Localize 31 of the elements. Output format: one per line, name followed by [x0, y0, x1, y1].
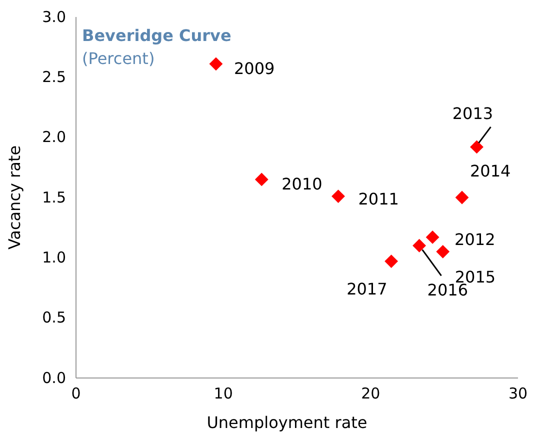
- x-tick-label: 30: [508, 384, 528, 403]
- point: [470, 140, 484, 154]
- point: [332, 190, 345, 204]
- y-tick-label: 1.5: [42, 188, 66, 206]
- y-tick-label: 2.5: [42, 68, 66, 86]
- point: [412, 238, 426, 252]
- y-tick-label: 3.0: [42, 8, 66, 26]
- y-tick-label: 0.5: [42, 308, 66, 327]
- point: [254, 172, 268, 186]
- point: [209, 57, 223, 71]
- annotation: 2013: [452, 104, 494, 123]
- point: [426, 230, 440, 244]
- annotation: 2009: [234, 58, 275, 78]
- point: [384, 254, 398, 268]
- text: Beveridge Curve: [82, 26, 232, 45]
- x-tick-label: 20: [361, 384, 380, 403]
- x-tick-label: 0: [71, 384, 81, 403]
- y-tick-label: 2.0: [42, 128, 66, 146]
- annotation: 2014: [470, 162, 511, 180]
- annotation: 2012: [454, 230, 496, 250]
- annotation: 2011: [358, 189, 399, 208]
- text: (Percent): [82, 49, 155, 68]
- y-tick-label: 0.0: [42, 368, 66, 387]
- y-tick-label: 1.0: [42, 248, 66, 266]
- x-axis-title: Unemployment rate: [206, 413, 368, 432]
- point: [455, 190, 469, 204]
- x-tick-label: 10: [214, 384, 233, 403]
- annotation: 2010: [282, 174, 322, 194]
- point: [436, 244, 450, 258]
- y-axis-title: Vacancy rate: [5, 145, 24, 250]
- annotation: 2017: [346, 279, 388, 298]
